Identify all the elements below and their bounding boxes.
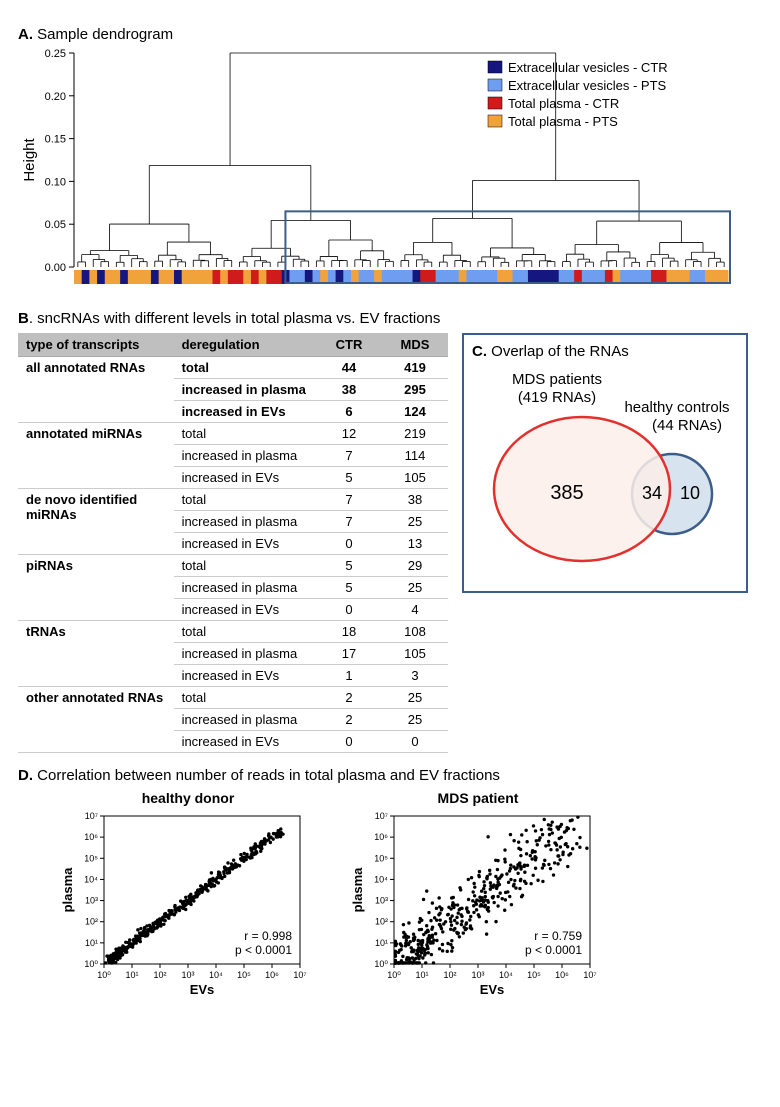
panel-d-scatterplots: healthy donor 10⁰10⁰10¹10¹10²10²10³10³10… <box>18 790 762 1001</box>
svg-text:plasma: plasma <box>350 867 365 913</box>
svg-text:34: 34 <box>642 483 662 503</box>
panel-c-venn: C. Overlap of the RNAs MDS patients(419 … <box>462 333 748 593</box>
svg-text:10⁴: 10⁴ <box>84 874 98 884</box>
scatter-title-2: MDS patient <box>348 790 608 806</box>
svg-text:10²: 10² <box>85 917 98 927</box>
svg-text:0.20: 0.20 <box>45 91 66 103</box>
svg-text:10⁰: 10⁰ <box>387 970 401 980</box>
svg-text:10⁶: 10⁶ <box>265 970 279 980</box>
svg-text:r = 0.759: r = 0.759 <box>534 929 582 943</box>
svg-text:p < 0.0001: p < 0.0001 <box>235 943 292 957</box>
svg-text:10²: 10² <box>375 917 388 927</box>
svg-text:plasma: plasma <box>60 867 75 913</box>
svg-text:Height: Height <box>21 137 38 181</box>
svg-text:Total plasma - CTR: Total plasma - CTR <box>508 96 619 111</box>
svg-text:0.05: 0.05 <box>45 219 66 231</box>
svg-text:0.15: 0.15 <box>45 134 66 146</box>
svg-text:10⁷: 10⁷ <box>375 811 388 821</box>
svg-text:10³: 10³ <box>375 896 388 906</box>
svg-text:p < 0.0001: p < 0.0001 <box>525 943 582 957</box>
svg-text:10⁴: 10⁴ <box>209 970 223 980</box>
svg-text:0.25: 0.25 <box>45 49 66 60</box>
svg-text:EVs: EVs <box>190 982 215 997</box>
svg-text:10⁶: 10⁶ <box>374 832 388 842</box>
svg-text:10⁷: 10⁷ <box>85 811 98 821</box>
svg-text:10¹: 10¹ <box>375 938 388 948</box>
svg-text:MDS patients: MDS patients <box>512 371 602 388</box>
svg-text:10⁵: 10⁵ <box>527 970 541 980</box>
svg-text:EVs: EVs <box>480 982 505 997</box>
svg-text:10⁰: 10⁰ <box>84 959 98 969</box>
svg-text:(419 RNAs): (419 RNAs) <box>518 389 596 406</box>
svg-text:Total plasma - PTS: Total plasma - PTS <box>508 114 618 129</box>
svg-text:10⁷: 10⁷ <box>293 970 306 980</box>
svg-text:10⁴: 10⁴ <box>374 874 388 884</box>
svg-text:10¹: 10¹ <box>85 938 98 948</box>
svg-text:0.00: 0.00 <box>45 262 66 274</box>
svg-text:10⁰: 10⁰ <box>97 970 111 980</box>
scatter-title-1: healthy donor <box>58 790 318 806</box>
svg-text:10⁶: 10⁶ <box>555 970 569 980</box>
panel-b-title: B. sncRNAs with different levels in tota… <box>18 310 762 327</box>
panel-a-title: A. Sample dendrogram <box>18 26 762 43</box>
svg-text:Extracellular vesicles - CTR: Extracellular vesicles - CTR <box>508 60 668 75</box>
svg-text:10: 10 <box>680 483 700 503</box>
scatter-plot-healthy: 10⁰10⁰ 10¹ 10¹ 10² 10² 10³ 10³ 10⁴ 10⁴ 10⁵ 10⁵ 10⁶ 1… <box>58 808 308 998</box>
svg-text:r = 0.998: r = 0.998 <box>244 929 292 943</box>
svg-text:10⁴: 10⁴ <box>499 970 513 980</box>
svg-text:10³: 10³ <box>181 970 194 980</box>
svg-text:10¹: 10¹ <box>415 970 428 980</box>
svg-text:10¹: 10¹ <box>125 970 138 980</box>
svg-text:10²: 10² <box>153 970 166 980</box>
svg-text:Extracellular vesicles - PTS: Extracellular vesicles - PTS <box>508 78 667 93</box>
svg-text:10⁵: 10⁵ <box>374 853 388 863</box>
panel-d-title: D. Correlation between number of reads i… <box>18 767 762 784</box>
svg-text:10²: 10² <box>443 970 456 980</box>
svg-text:(44 RNAs): (44 RNAs) <box>652 417 722 434</box>
svg-text:0.10: 0.10 <box>45 176 66 188</box>
svg-text:10³: 10³ <box>85 896 98 906</box>
svg-text:10⁵: 10⁵ <box>84 853 98 863</box>
svg-text:10⁷: 10⁷ <box>583 970 596 980</box>
svg-text:healthy controls: healthy controls <box>624 399 729 416</box>
panel-b-table: type of transcriptsderegulationCTRMDSall… <box>18 333 448 753</box>
scatter-plot-mds: 10⁰10⁰ 10¹ 10¹ 10² 10² 10³ 10³ 10⁴ 10⁴ 10⁵ 10⁵ 10⁶ 1… <box>348 808 598 998</box>
svg-text:10⁶: 10⁶ <box>84 832 98 842</box>
svg-text:10⁰: 10⁰ <box>374 959 388 969</box>
panel-a-dendrogram: 0.00 0.05 0.10 0.15 0.20 0.25 Height Extracellu… <box>18 49 762 302</box>
svg-text:385: 385 <box>550 482 583 504</box>
svg-text:10⁵: 10⁵ <box>237 970 251 980</box>
svg-text:10³: 10³ <box>471 970 484 980</box>
